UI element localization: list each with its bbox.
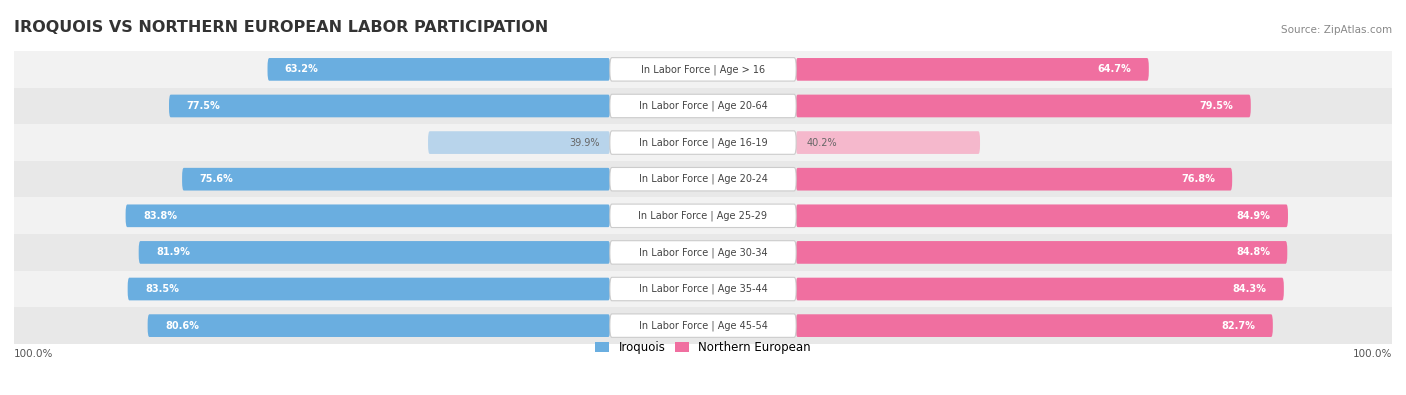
FancyBboxPatch shape [610, 204, 796, 228]
Text: 81.9%: 81.9% [156, 247, 190, 258]
Text: In Labor Force | Age 30-34: In Labor Force | Age 30-34 [638, 247, 768, 258]
FancyBboxPatch shape [796, 205, 1288, 227]
Bar [14, 124, 1392, 161]
FancyBboxPatch shape [610, 58, 796, 81]
FancyBboxPatch shape [796, 95, 1251, 117]
FancyBboxPatch shape [610, 167, 796, 191]
Text: In Labor Force | Age > 16: In Labor Force | Age > 16 [641, 64, 765, 75]
FancyBboxPatch shape [796, 58, 1149, 81]
Text: 39.9%: 39.9% [569, 137, 599, 148]
Text: 84.9%: 84.9% [1237, 211, 1271, 221]
Text: 100.0%: 100.0% [1353, 350, 1392, 359]
Text: 64.7%: 64.7% [1098, 64, 1132, 74]
FancyBboxPatch shape [796, 241, 1288, 264]
FancyBboxPatch shape [128, 278, 610, 300]
FancyBboxPatch shape [139, 241, 610, 264]
Text: In Labor Force | Age 35-44: In Labor Force | Age 35-44 [638, 284, 768, 294]
Text: 83.8%: 83.8% [143, 211, 177, 221]
Text: 75.6%: 75.6% [200, 174, 233, 184]
FancyBboxPatch shape [427, 131, 610, 154]
Text: 63.2%: 63.2% [285, 64, 319, 74]
Text: 79.5%: 79.5% [1199, 101, 1233, 111]
Text: 77.5%: 77.5% [186, 101, 221, 111]
Text: IROQUOIS VS NORTHERN EUROPEAN LABOR PARTICIPATION: IROQUOIS VS NORTHERN EUROPEAN LABOR PART… [14, 20, 548, 35]
Text: In Labor Force | Age 25-29: In Labor Force | Age 25-29 [638, 211, 768, 221]
Text: 76.8%: 76.8% [1181, 174, 1215, 184]
FancyBboxPatch shape [610, 241, 796, 264]
Text: 82.7%: 82.7% [1222, 321, 1256, 331]
FancyBboxPatch shape [183, 168, 610, 190]
FancyBboxPatch shape [610, 277, 796, 301]
FancyBboxPatch shape [610, 94, 796, 118]
Text: 80.6%: 80.6% [165, 321, 198, 331]
Bar [14, 88, 1392, 124]
Bar [14, 51, 1392, 88]
FancyBboxPatch shape [610, 131, 796, 154]
FancyBboxPatch shape [148, 314, 610, 337]
Text: In Labor Force | Age 20-24: In Labor Force | Age 20-24 [638, 174, 768, 184]
Bar [14, 307, 1392, 344]
Text: Source: ZipAtlas.com: Source: ZipAtlas.com [1281, 24, 1392, 35]
FancyBboxPatch shape [796, 131, 980, 154]
FancyBboxPatch shape [610, 314, 796, 337]
FancyBboxPatch shape [796, 278, 1284, 300]
Text: 84.3%: 84.3% [1233, 284, 1267, 294]
Bar [14, 234, 1392, 271]
FancyBboxPatch shape [267, 58, 610, 81]
Text: In Labor Force | Age 16-19: In Labor Force | Age 16-19 [638, 137, 768, 148]
Text: 100.0%: 100.0% [14, 350, 53, 359]
Bar [14, 161, 1392, 198]
Bar [14, 198, 1392, 234]
Text: In Labor Force | Age 20-64: In Labor Force | Age 20-64 [638, 101, 768, 111]
Legend: Iroquois, Northern European: Iroquois, Northern European [595, 341, 811, 354]
FancyBboxPatch shape [125, 205, 610, 227]
Text: 84.8%: 84.8% [1236, 247, 1270, 258]
Bar [14, 271, 1392, 307]
Text: 83.5%: 83.5% [145, 284, 179, 294]
Text: In Labor Force | Age 45-54: In Labor Force | Age 45-54 [638, 320, 768, 331]
FancyBboxPatch shape [169, 95, 610, 117]
FancyBboxPatch shape [796, 314, 1272, 337]
Text: 40.2%: 40.2% [807, 137, 837, 148]
FancyBboxPatch shape [796, 168, 1232, 190]
